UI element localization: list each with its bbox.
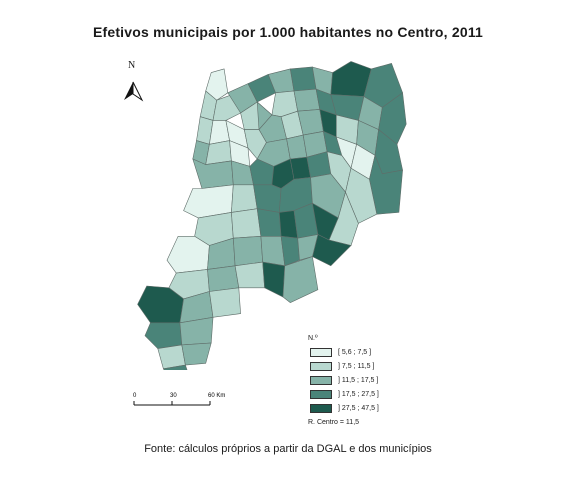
municipality-region bbox=[378, 92, 407, 145]
municipality-region bbox=[207, 265, 240, 292]
legend-label: [ 5,6 ; 7,5 ] bbox=[338, 349, 372, 356]
municipality-region bbox=[166, 236, 210, 274]
municipality-region bbox=[260, 236, 286, 267]
municipality-region bbox=[231, 208, 262, 239]
municipality-region bbox=[293, 88, 321, 112]
municipality-region bbox=[345, 167, 378, 224]
legend-title: N.º bbox=[308, 335, 318, 342]
municipality-region bbox=[289, 66, 317, 92]
municipality-region bbox=[232, 235, 264, 267]
municipality-region bbox=[231, 160, 254, 186]
legend-item-1: [ 5,6 ; 7,5 ] bbox=[308, 347, 428, 359]
municipality-region bbox=[209, 287, 241, 318]
legend-label: ] 17,5 ; 27,5 ] bbox=[338, 391, 379, 398]
choropleth-map bbox=[137, 61, 407, 370]
scale-bar: 0 30 60 Km bbox=[133, 393, 225, 406]
legend-reference: R. Centro = 11,5 bbox=[308, 419, 360, 426]
municipalities-layer bbox=[137, 61, 407, 370]
municipality-region bbox=[192, 158, 234, 189]
municipality-region bbox=[234, 261, 265, 289]
legend-swatch bbox=[310, 376, 332, 385]
municipality-region bbox=[205, 140, 232, 165]
legend-label: ] 11,5 ; 17,5 ] bbox=[338, 377, 379, 384]
legend-swatch bbox=[310, 348, 332, 357]
legend-item-3: ] 11,5 ; 17,5 ] bbox=[308, 375, 428, 387]
legend-item-5: ] 27,5 ; 47,5 ] bbox=[308, 403, 428, 415]
municipality-region bbox=[183, 184, 234, 219]
municipality-region bbox=[157, 344, 186, 370]
municipality-region bbox=[144, 322, 183, 349]
municipality-region bbox=[282, 256, 319, 303]
municipality-region bbox=[231, 184, 258, 213]
legend-label: ] 27,5 ; 47,5 ] bbox=[338, 405, 379, 412]
legend-label: ] 7,5 ; 11,5 ] bbox=[338, 363, 375, 370]
north-arrow-icon bbox=[124, 81, 144, 102]
municipality-region bbox=[253, 184, 282, 213]
scale-tick-30: 30 bbox=[170, 393, 177, 399]
source-note: Fonte: cálculos próprios a partir da DGA… bbox=[144, 443, 432, 455]
scale-tick-60: 60 Km bbox=[208, 393, 225, 399]
municipality-region bbox=[205, 68, 229, 101]
north-label: N bbox=[128, 60, 136, 71]
municipality-region bbox=[256, 208, 282, 237]
legend-swatch bbox=[310, 390, 332, 399]
municipality-region bbox=[162, 364, 188, 370]
legend-swatch bbox=[310, 362, 332, 371]
legend-swatch bbox=[310, 404, 332, 413]
municipality-region bbox=[181, 342, 212, 366]
legend-item-4: ] 17,5 ; 27,5 ] bbox=[308, 389, 428, 401]
map-title: Efetivos municipais por 1.000 habitantes… bbox=[92, 24, 484, 40]
scale-tick-0: 0 bbox=[133, 393, 137, 399]
municipality-region bbox=[262, 261, 286, 298]
legend-item-2: ] 7,5 ; 11,5 ] bbox=[308, 361, 428, 373]
